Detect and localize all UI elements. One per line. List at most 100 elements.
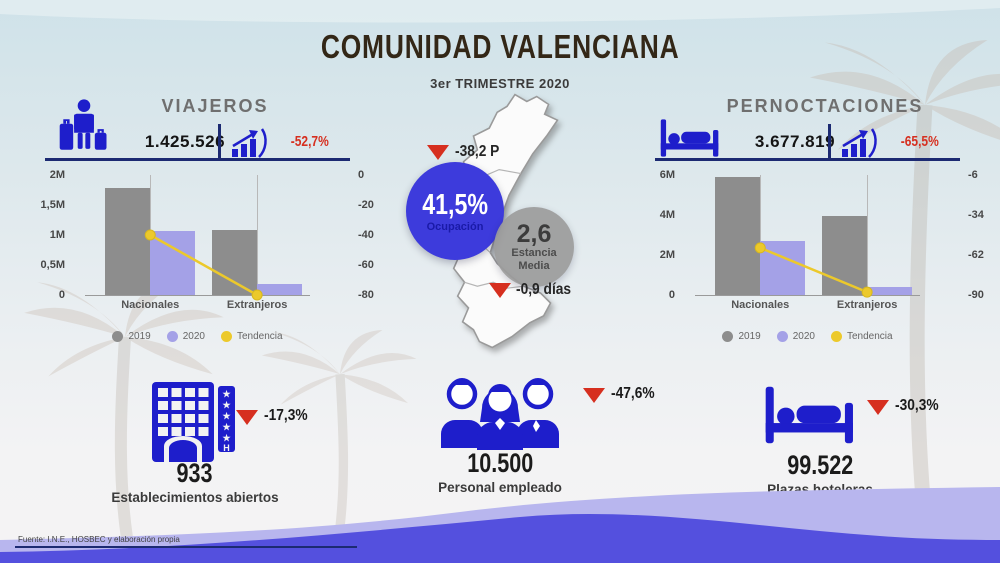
section-rule	[655, 158, 960, 161]
legend-item: 2020	[166, 331, 205, 342]
plazas-variation: -30,3%	[895, 397, 939, 414]
estancia-bubble: 2,6 Estancia Media	[494, 207, 574, 287]
left-axis-tick: 0	[58, 289, 65, 301]
category-label-extranjeros: Extranjeros	[836, 299, 898, 311]
bottom-wave-decoration	[0, 487, 1000, 563]
down-triangle-icon	[583, 388, 605, 403]
svg-text:★: ★	[222, 411, 231, 421]
trend-chart-icon	[232, 128, 267, 158]
source-note: Fuente: I.N.E., HOSBEC y elaboración pro…	[18, 535, 180, 544]
traveler-icon	[59, 99, 107, 150]
svg-text:★: ★	[222, 389, 231, 399]
legend-item: Tendencia	[830, 331, 893, 342]
group-guide-line	[256, 175, 258, 295]
viajeros-heading: VIAJEROS	[161, 96, 269, 116]
viajeros-variation: -52,7%	[290, 133, 330, 150]
legend-dot	[112, 331, 124, 342]
bar-2020-extranjeros	[257, 283, 303, 295]
bar-2019-nacionales	[105, 188, 151, 295]
estancia-label: Estancia Media	[511, 246, 557, 272]
plot-area: 6M 4M 2M 0 -6 -34 -62 -90	[660, 169, 984, 301]
ocupacion-value: 41,5%	[422, 188, 488, 221]
right-axis-tick: -90	[968, 289, 984, 301]
right-axis-tick: -62	[968, 249, 984, 261]
page-title: COMUNIDAD VALENCIANA	[320, 28, 680, 65]
legend-dot	[220, 331, 232, 342]
pernoctaciones-heading: PERNOCTACIONES	[726, 96, 924, 116]
plot-area: 2M 1,5M 1M 0,5M 0 0 -20 -40 -60 -80	[41, 169, 374, 301]
establecimientos-label: Establecimientos abiertos	[111, 490, 279, 505]
category-label-extranjeros: Extranjeros	[226, 299, 288, 311]
personal-label: Personal empleado	[438, 480, 562, 495]
people-icon	[441, 378, 559, 450]
right-axis-tick: -6	[968, 169, 978, 181]
chart-legend: 2019 2020 Tendencia	[655, 331, 960, 342]
estancia-value: 2,6	[516, 219, 552, 248]
page-subtitle: 3er TRIMESTRE 2020	[430, 76, 570, 91]
bar-2019-nacionales	[715, 177, 761, 295]
right-axis-tick: -40	[358, 229, 374, 241]
pernoctaciones-section: PERNOCTACIONES 3.677.819 -65,5%	[655, 92, 960, 352]
left-axis-tick: 6M	[659, 169, 675, 181]
ocupacion-bubble: 41,5% Ocupación	[406, 162, 504, 260]
personal-value: 10.500	[466, 448, 534, 478]
bar-2020-extranjeros	[867, 286, 913, 295]
group-guide-line	[866, 175, 868, 295]
divider	[828, 124, 831, 160]
down-triangle-icon	[489, 283, 511, 298]
estancia-variation: -0,9 días	[516, 281, 572, 298]
left-axis-tick: 2M	[49, 169, 65, 181]
pernoctaciones-total: 3.677.819	[754, 132, 836, 151]
footer-rule	[15, 546, 357, 548]
hotel-building-icon: ★★★★★H	[152, 382, 235, 462]
group-guide-line	[759, 175, 761, 295]
chart-legend: 2019 2020 Tendencia	[45, 331, 350, 342]
down-triangle-icon	[427, 145, 449, 160]
bar-2019-extranjeros	[212, 230, 258, 295]
plazas-value: 99.522	[786, 450, 854, 480]
legend-dot	[830, 331, 842, 342]
legend-dot	[722, 331, 734, 342]
right-axis-tick: 0	[358, 169, 365, 181]
left-axis-tick: 0	[668, 289, 675, 301]
left-axis-tick: 2M	[659, 249, 675, 261]
ocupacion-label: Ocupación	[426, 220, 484, 233]
svg-text:★: ★	[222, 400, 231, 410]
viajeros-chart: 2M 1,5M 1M 0,5M 0 0 -20 -40 -60 -80 Nacionales Extr…	[41, 169, 374, 355]
establecimientos-value: 933	[176, 458, 214, 488]
bed-icon	[660, 119, 719, 157]
personal-variation: -47,6%	[611, 385, 655, 402]
trend-chart-icon	[842, 128, 877, 158]
category-label-nacionales: Nacionales	[121, 299, 180, 311]
svg-text:★: ★	[222, 433, 231, 443]
right-axis-tick: -34	[968, 209, 984, 221]
viajeros-total: 1.425.526	[144, 132, 226, 151]
viajeros-section: VIAJEROS 1.425.526 -52,7%	[45, 92, 350, 352]
trend-line	[754, 242, 873, 298]
legend-item: 2019	[722, 331, 761, 342]
right-axis-tick: -80	[358, 289, 374, 301]
bar-2020-nacionales	[150, 231, 196, 295]
section-rule	[45, 158, 350, 161]
down-triangle-icon	[236, 410, 258, 425]
right-axis-tick: -60	[358, 259, 374, 271]
legend-item: Tendencia	[220, 331, 283, 342]
top-wave-decoration	[0, 0, 1000, 23]
trend-line	[144, 229, 263, 301]
bed-icon	[765, 386, 853, 444]
left-axis-tick: 1,5M	[40, 199, 65, 211]
pernoctaciones-chart: 6M 4M 2M 0 -6 -34 -62 -90 Nacionales Extranjeros 2…	[655, 169, 984, 355]
ocupacion-variation: -38,2 P	[455, 143, 500, 160]
svg-text:H: H	[223, 443, 230, 453]
left-axis-tick: 1M	[49, 229, 65, 241]
category-label-nacionales: Nacionales	[731, 299, 790, 311]
divider	[218, 124, 221, 160]
pernoctaciones-variation: -65,5%	[900, 133, 940, 150]
left-axis-tick: 4M	[659, 209, 675, 221]
left-axis-tick: 0,5M	[40, 259, 65, 271]
legend-item: 2019	[112, 331, 151, 342]
right-axis-tick: -20	[358, 199, 374, 211]
svg-text:★: ★	[222, 422, 231, 432]
establecimientos-variation: -17,3%	[264, 407, 308, 424]
